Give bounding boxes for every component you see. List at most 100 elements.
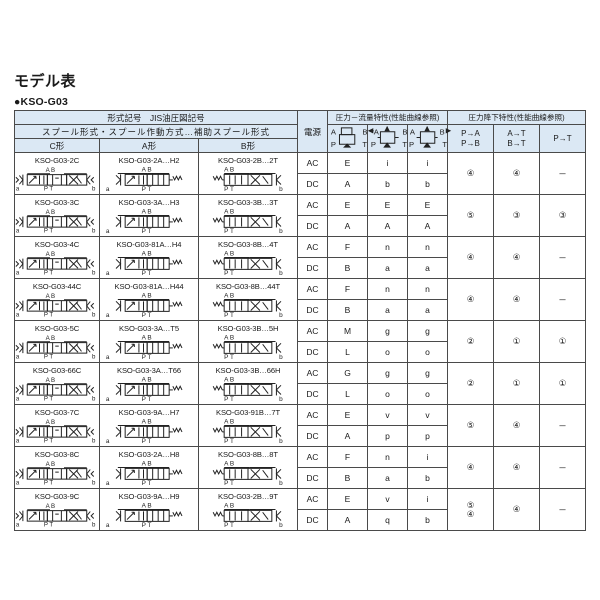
flow-char-dc-3: b	[406, 173, 449, 195]
model-code: KSO-G03-3C	[34, 197, 80, 207]
svg-text:B: B	[362, 128, 367, 137]
page-title: モデル表	[14, 73, 77, 90]
table-row: KSO-G03-3C A B a b P T KSO-G03-3A…H3 A B …	[14, 194, 587, 237]
power-source-ac: AC	[297, 236, 328, 258]
flow-char-dc-2: a	[367, 467, 408, 489]
drop-ref-a-b-to-t: ④	[493, 488, 541, 531]
svg-text:T: T	[362, 140, 367, 149]
model-code: KSO-G03-2A…H2	[118, 155, 180, 165]
flow-char-ac-1: E	[327, 194, 368, 216]
svg-text:A B: A B	[142, 334, 152, 341]
valve-symbol-diagram: A B a b P T	[15, 459, 99, 487]
header-drop-pb: P→B	[461, 138, 480, 148]
header-valve-position-right-shift: A B P T	[406, 124, 448, 153]
svg-text:b: b	[279, 311, 283, 317]
flow-char-ac-1: F	[327, 278, 368, 300]
flow-char-ac-2: g	[367, 362, 408, 384]
svg-text:a: a	[16, 521, 20, 528]
flow-char-dc-3: b	[406, 509, 449, 531]
valve-symbol-diagram: A B a P T	[100, 249, 198, 277]
model-series-label: ●KSO-G03	[14, 96, 69, 108]
power-source-dc: DC	[297, 509, 328, 531]
power-source-ac: AC	[297, 194, 328, 216]
model-code: KSO-G03-2B…2T	[218, 155, 278, 165]
svg-text:a: a	[16, 353, 20, 360]
model-cell-c-type: KSO-G03-9C A B a b P T	[14, 488, 100, 531]
flow-char-ac-1: E	[327, 404, 368, 426]
svg-text:A: A	[331, 128, 337, 137]
svg-text:B: B	[402, 128, 407, 137]
ref-mark: ④	[466, 508, 475, 519]
model-code: KSO-G03-81A…H4	[116, 239, 182, 249]
flow-char-ac-2: n	[367, 278, 408, 300]
flow-char-dc-3: p	[406, 425, 449, 447]
header-drop-at: A→T	[507, 128, 526, 138]
svg-text:P T: P T	[224, 353, 234, 359]
svg-text:A: A	[410, 128, 416, 137]
svg-text:P T: P T	[44, 395, 54, 402]
svg-text:a: a	[16, 311, 20, 318]
flow-char-ac-1: G	[327, 362, 368, 384]
flow-char-dc-3: o	[406, 341, 449, 363]
svg-text:b: b	[279, 269, 283, 275]
flow-char-ac-2: g	[367, 320, 408, 342]
table-row: KSO-G03-5C A B a b P T KSO-G03-3A…T5 A B …	[14, 320, 587, 363]
drop-ref-a-b-to-t: ④	[493, 152, 541, 195]
model-cell-b-type: KSO-G03-2B…9T A B P T b	[198, 488, 298, 531]
flow-char-dc-3: o	[406, 383, 449, 405]
model-cell-b-type: KSO-G03-8B…8T A B P T b	[198, 446, 298, 489]
flow-char-ac-3: i	[406, 152, 449, 174]
model-code: KSO-G03-4C	[34, 239, 80, 249]
svg-text:A B: A B	[224, 376, 234, 383]
ref-mark: ⑤	[466, 499, 475, 510]
svg-text:a: a	[106, 437, 110, 443]
svg-text:P T: P T	[142, 395, 152, 401]
valve-symbol-diagram: A B a P T	[100, 333, 198, 361]
model-code: KSO-G03-3B…3T	[218, 197, 278, 207]
svg-text:b: b	[279, 185, 283, 191]
flow-char-ac-3: g	[406, 362, 449, 384]
power-source-dc: DC	[297, 257, 328, 279]
svg-text:A B: A B	[224, 208, 234, 215]
model-code: KSO-G03-9A…H9	[118, 491, 180, 501]
drop-ref-p-to-a-b: ④	[447, 446, 495, 489]
flow-char-ac-2: n	[367, 236, 408, 258]
svg-text:P T: P T	[224, 479, 234, 485]
svg-text:A B: A B	[46, 293, 56, 300]
svg-text:A B: A B	[46, 377, 56, 384]
header-valve-position-neutral: A B P T	[327, 124, 368, 153]
drop-ref-a-b-to-t: ④	[493, 404, 541, 447]
drop-ref-p-to-a-b: ④	[447, 278, 495, 321]
model-cell-c-type: KSO-G03-2C A B a b P T	[14, 152, 100, 195]
flow-char-ac-2: i	[367, 152, 408, 174]
power-source-ac: AC	[297, 152, 328, 174]
svg-text:P T: P T	[142, 311, 152, 317]
flow-char-ac-1: E	[327, 152, 368, 174]
model-table: 形式記号 JIS油圧図記号 電源 圧力－流量特性(性能曲線参照) 圧力降下特性(…	[14, 110, 587, 531]
svg-text:a: a	[106, 521, 110, 527]
valve-symbol-diagram: A B P T b	[199, 165, 297, 193]
svg-text:P T: P T	[224, 185, 234, 191]
svg-text:A B: A B	[142, 418, 152, 425]
svg-text:b: b	[92, 185, 96, 192]
svg-text:P T: P T	[44, 227, 54, 234]
valve-symbol-diagram: A B a b P T	[15, 249, 99, 277]
svg-text:A B: A B	[142, 376, 152, 383]
valve-symbol-diagram: A B a P T	[100, 375, 198, 403]
svg-text:b: b	[92, 311, 96, 318]
svg-text:P T: P T	[44, 269, 54, 276]
drop-ref-p-to-t: －	[539, 236, 587, 279]
valve-symbol-diagram: A B a P T	[100, 207, 198, 235]
drop-ref-p-to-a-b: ⑤	[447, 194, 495, 237]
header-group-model: 形式記号 JIS油圧図記号	[14, 110, 298, 125]
svg-text:A B: A B	[142, 502, 152, 509]
svg-text:a: a	[106, 185, 110, 191]
model-cell-c-type: KSO-G03-66C A B a b P T	[14, 362, 100, 405]
svg-text:b: b	[279, 353, 283, 359]
power-source-ac: AC	[297, 278, 328, 300]
